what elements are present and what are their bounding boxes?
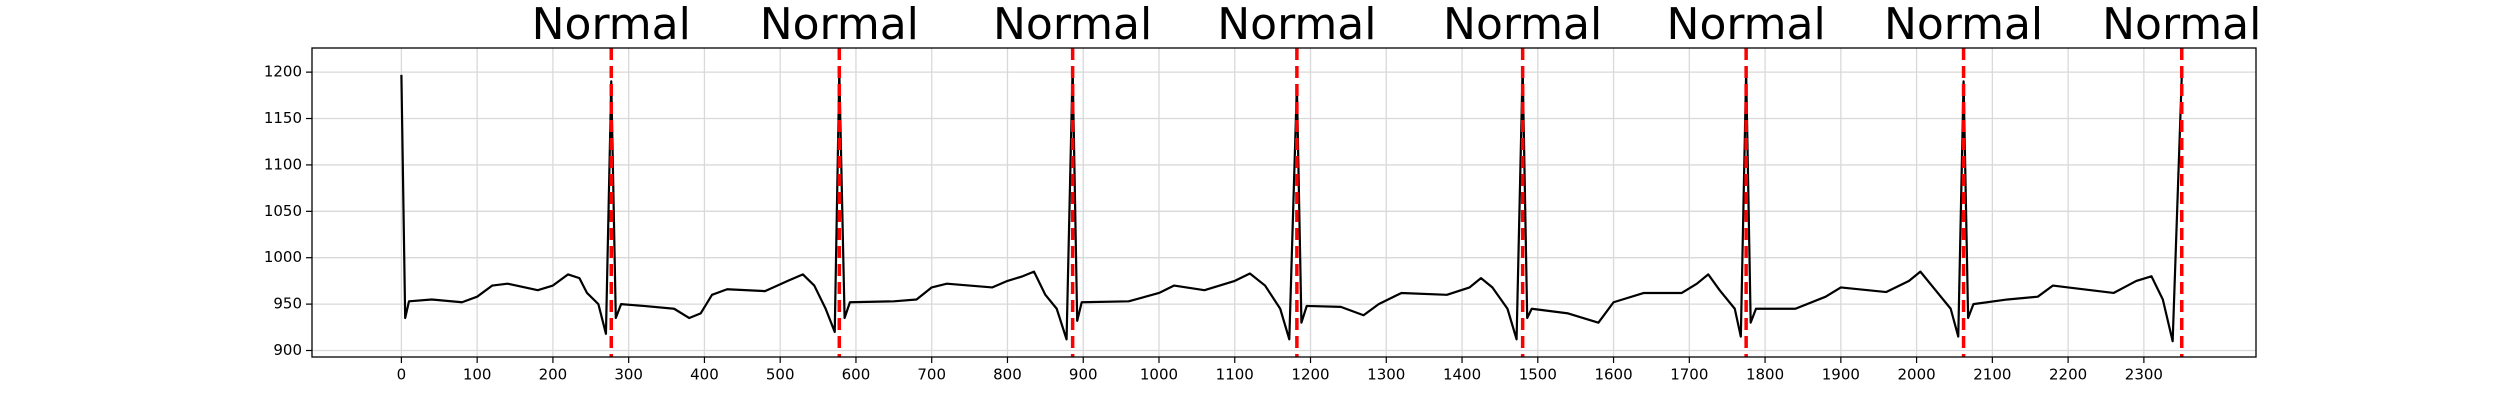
annotation-label: Normal bbox=[532, 0, 691, 50]
annotation-label: Normal bbox=[1884, 0, 2043, 50]
x-tick-label: 1400 bbox=[1443, 366, 1481, 384]
x-tick-label: 900 bbox=[1069, 366, 1098, 384]
x-tick-label: 200 bbox=[539, 366, 568, 384]
x-tick-label: 1500 bbox=[1519, 366, 1557, 384]
y-tick-label: 900 bbox=[273, 341, 302, 359]
x-tick-label: 500 bbox=[766, 366, 795, 384]
x-tick-label: 1000 bbox=[1140, 366, 1178, 384]
x-tick-label: 400 bbox=[690, 366, 719, 384]
annotation-label: Normal bbox=[993, 0, 1152, 50]
x-tick-label: 2300 bbox=[2125, 366, 2163, 384]
x-tick-label: 100 bbox=[463, 366, 492, 384]
x-tick-label: 2100 bbox=[1973, 366, 2011, 384]
x-tick-label: 0 bbox=[397, 366, 407, 384]
x-tick-label: 1900 bbox=[1822, 366, 1860, 384]
annotation-label: Normal bbox=[1443, 0, 1602, 50]
x-tick-label: 2000 bbox=[1898, 366, 1936, 384]
x-tick-label: 1300 bbox=[1367, 366, 1405, 384]
x-tick-label: 1800 bbox=[1746, 366, 1784, 384]
x-tick-label: 300 bbox=[614, 366, 643, 384]
x-tick-label: 1100 bbox=[1216, 366, 1254, 384]
y-tick-label: 1150 bbox=[264, 109, 302, 127]
x-tick-label: 1600 bbox=[1594, 366, 1632, 384]
x-tick-label: 1700 bbox=[1670, 366, 1708, 384]
y-tick-label: 1050 bbox=[264, 202, 302, 220]
y-tick-label: 1200 bbox=[264, 63, 302, 81]
signal-line bbox=[400, 66, 2183, 343]
y-tick-label: 950 bbox=[273, 295, 302, 313]
plot-frame bbox=[311, 47, 2257, 358]
x-tick-label: 700 bbox=[917, 366, 946, 384]
x-tick-label: 2200 bbox=[2049, 366, 2087, 384]
annotation-label: Normal bbox=[760, 0, 919, 50]
y-tick-label: 1100 bbox=[264, 155, 302, 173]
annotation-label: Normal bbox=[1217, 0, 1376, 50]
x-tick-label: 800 bbox=[993, 366, 1022, 384]
x-tick-label: 600 bbox=[842, 366, 871, 384]
annotation-label: Normal bbox=[1667, 0, 1826, 50]
y-tick-label: 1000 bbox=[264, 248, 302, 266]
annotation-label: Normal bbox=[2102, 0, 2261, 50]
x-tick-label: 1200 bbox=[1291, 366, 1329, 384]
